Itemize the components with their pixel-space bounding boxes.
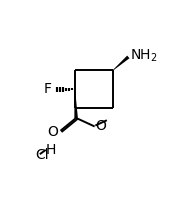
Text: NH$_2$: NH$_2$ (130, 48, 158, 64)
Text: F: F (44, 82, 52, 96)
Polygon shape (74, 89, 78, 118)
Text: O: O (48, 124, 58, 139)
Polygon shape (113, 55, 130, 71)
Text: Cl: Cl (35, 148, 49, 162)
Text: O: O (95, 119, 106, 133)
Text: H: H (46, 143, 56, 157)
